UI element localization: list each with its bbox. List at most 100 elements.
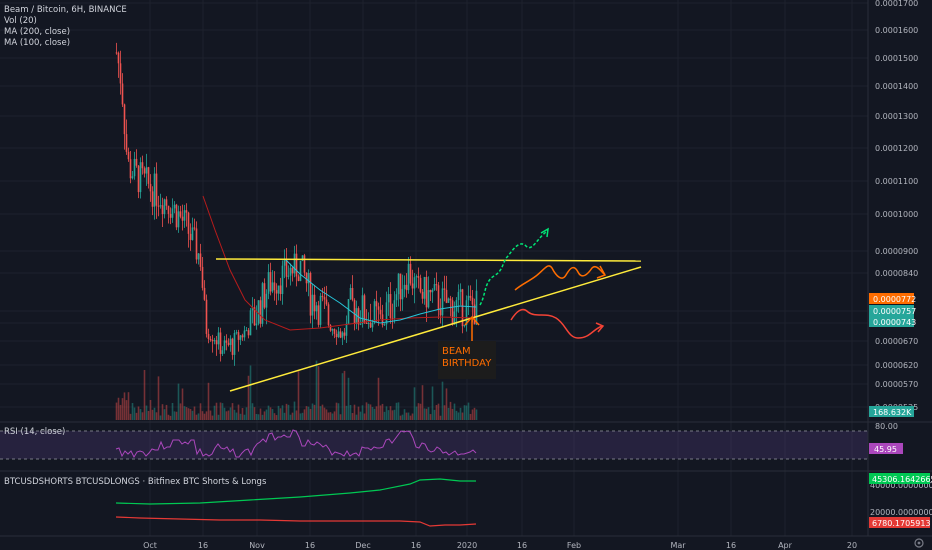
red-arrowhead bbox=[595, 322, 605, 333]
volume-bar bbox=[369, 404, 372, 420]
time-tick-label: Apr bbox=[778, 541, 793, 550]
candle-body bbox=[403, 284, 406, 289]
volume-bar bbox=[197, 413, 200, 420]
volume-bars bbox=[115, 360, 478, 420]
candle-body bbox=[241, 335, 244, 338]
candle-body bbox=[161, 205, 164, 215]
volume-bar bbox=[135, 412, 138, 420]
candle-body bbox=[367, 322, 370, 324]
candle-body bbox=[221, 350, 224, 354]
volume-bar bbox=[469, 413, 472, 420]
candle-body bbox=[475, 290, 478, 325]
price-tick-label: 0.0000570 bbox=[875, 380, 918, 389]
time-tick-label: 16 bbox=[198, 541, 208, 550]
time-tick-label: Nov bbox=[249, 541, 265, 550]
candle-body bbox=[227, 342, 230, 345]
volume-bar bbox=[381, 403, 384, 420]
legend-ma200: MA (200, close) bbox=[4, 27, 70, 37]
btc-longs-line bbox=[115, 516, 477, 527]
candle-body bbox=[201, 266, 204, 288]
candle-body bbox=[123, 104, 126, 135]
volume-bar bbox=[355, 414, 358, 420]
volume-bar bbox=[221, 403, 224, 420]
annotation-arrowhead bbox=[464, 315, 480, 326]
price-tick-label: 0.0001600 bbox=[875, 26, 918, 35]
candle-body bbox=[199, 253, 202, 267]
volume-bar bbox=[319, 406, 322, 420]
volume-bar bbox=[367, 403, 370, 420]
candle-body bbox=[299, 260, 302, 282]
candle-body bbox=[449, 298, 452, 301]
candle-body bbox=[339, 331, 342, 338]
volume-bar bbox=[475, 409, 478, 420]
volume-bar bbox=[467, 402, 470, 420]
red-path-arrow bbox=[510, 308, 603, 339]
candle-body bbox=[185, 210, 188, 213]
candle-body bbox=[167, 205, 170, 214]
volume-bar bbox=[185, 407, 188, 420]
candle-body bbox=[247, 330, 250, 336]
volume-bar bbox=[325, 409, 328, 420]
volume-bar bbox=[345, 405, 348, 420]
volume-bar bbox=[301, 412, 304, 420]
time-tick-label: Oct bbox=[143, 541, 157, 550]
volume-bar bbox=[159, 415, 162, 420]
volume-bar bbox=[271, 409, 274, 420]
time-tick-label: 20 bbox=[847, 541, 857, 550]
candle-body bbox=[365, 322, 368, 324]
candle-body bbox=[335, 333, 338, 338]
candle-body bbox=[165, 199, 168, 206]
volume-bar bbox=[277, 405, 280, 420]
volume-bar bbox=[199, 403, 202, 420]
volume-bar bbox=[295, 410, 298, 420]
volume-bar bbox=[179, 403, 182, 420]
volume-bar bbox=[317, 366, 320, 420]
birthday-annotation: BEAM BIRTHDAY bbox=[438, 315, 496, 379]
candle-body bbox=[319, 295, 322, 325]
volume-bar bbox=[405, 412, 408, 420]
candle-body bbox=[393, 300, 396, 319]
volume-bar bbox=[131, 403, 134, 420]
candle-body bbox=[117, 52, 120, 64]
volume-bar bbox=[419, 403, 422, 420]
volume-bar bbox=[411, 413, 414, 420]
rsi-band bbox=[0, 431, 868, 459]
volume-bar bbox=[115, 402, 118, 420]
volume-bar bbox=[397, 402, 400, 420]
candle-body bbox=[267, 272, 270, 294]
candle-body bbox=[301, 255, 304, 261]
ma100-line bbox=[284, 258, 477, 324]
candle-body bbox=[183, 210, 186, 221]
candle-body bbox=[195, 228, 198, 260]
volume-bar bbox=[363, 413, 366, 420]
candle-body bbox=[265, 293, 268, 308]
candle-body bbox=[369, 322, 372, 328]
candle-body bbox=[389, 294, 392, 319]
volume-bar bbox=[145, 405, 148, 420]
volume-bar bbox=[413, 387, 416, 420]
candle-body bbox=[455, 300, 458, 312]
candle-body bbox=[209, 338, 212, 340]
candle-body bbox=[249, 310, 252, 336]
candle-body bbox=[217, 332, 220, 345]
candle-body bbox=[261, 283, 264, 324]
candle-body bbox=[137, 165, 140, 193]
candle-body bbox=[155, 173, 158, 206]
volume-bar bbox=[357, 406, 360, 420]
volume-bar bbox=[407, 412, 410, 420]
volume-bar bbox=[293, 401, 296, 420]
legend-vol: Vol (20) bbox=[4, 16, 37, 26]
candle-body bbox=[197, 253, 200, 260]
volume-bar bbox=[399, 415, 402, 420]
volume-bar bbox=[285, 403, 288, 420]
settings-icon[interactable] bbox=[914, 538, 924, 548]
volume-bar bbox=[289, 414, 292, 420]
candle-body bbox=[215, 340, 218, 345]
volume-bar bbox=[353, 404, 356, 420]
price-badge bbox=[869, 406, 914, 417]
price-badges: 0.0000772 0.0000757 0.0000743 168.632K bbox=[869, 293, 916, 417]
rsi-badge bbox=[869, 443, 903, 454]
candle-body bbox=[345, 323, 348, 336]
volume-bar bbox=[385, 406, 388, 420]
